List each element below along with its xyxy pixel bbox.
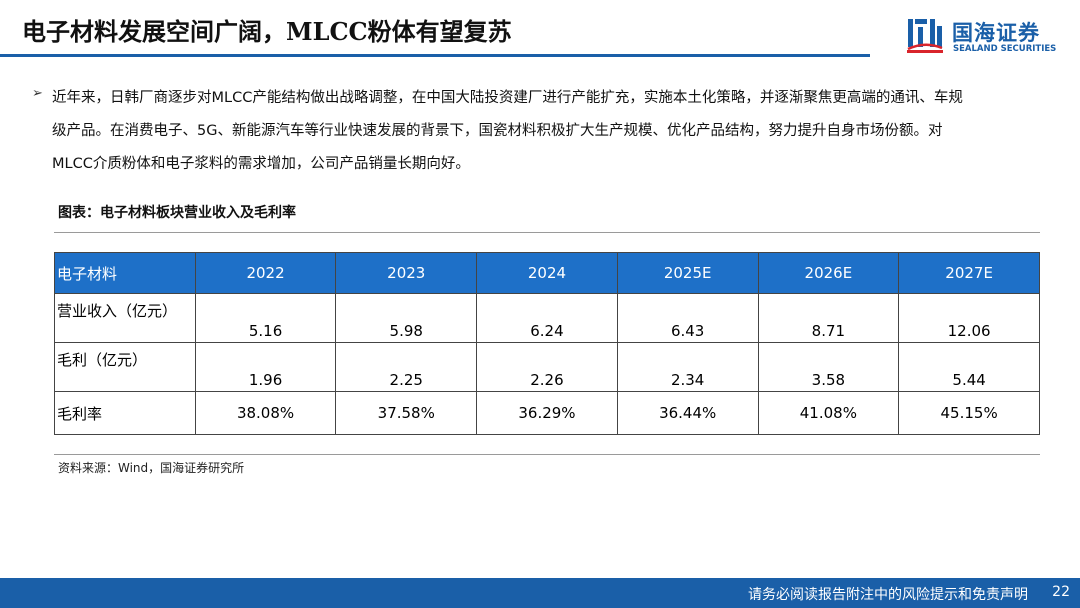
table-cell: 6.43 (616, 293, 759, 343)
source-note: 资料来源：Wind，国海证券研究所 (58, 461, 245, 475)
column-header: 2024 (476, 252, 618, 294)
column-header: 2025E (616, 252, 759, 294)
logo-english-name: SEALAND SECURITIES (953, 44, 1057, 54)
figure-title: 图表：电子材料板块营业收入及毛利率 (58, 205, 296, 221)
footer-bar: 请务必阅读报告附注中的风险提示和免责声明 22 (0, 578, 1080, 608)
paragraph-line: MLCC介质粉体和电子浆料的需求增加，公司产品销量长期向好。 (52, 156, 470, 172)
table-cell: 8.71 (757, 293, 900, 343)
table-row-gross-margin: 毛利率 38.08% 37.58% 36.29% 36.44% 41.08% 4… (54, 391, 1040, 435)
row-label: 营业收入（亿元） (54, 293, 196, 343)
source-divider (54, 454, 1040, 455)
table-cell: 5.16 (194, 293, 337, 343)
column-header: 2022 (194, 252, 337, 294)
intro-paragraph: 近年来，日韩厂商逐步对MLCC产能结构做出战略调整，在中国大陆投资建厂进行产能扩… (52, 82, 1052, 181)
company-logo: 国海证券 SEALAND SECURITIES (906, 16, 1066, 56)
column-header: 2027E (898, 252, 1040, 294)
table-cell: 1.96 (194, 342, 337, 392)
table-cell: 38.08% (194, 391, 337, 435)
paragraph-line: 级产品。在消费电子、5G、新能源汽车等行业快速发展的背景下，国瓷材料积极扩大生产… (52, 123, 943, 139)
paragraph-line: 近年来，日韩厂商逐步对MLCC产能结构做出战略调整，在中国大陆投资建厂进行产能扩… (52, 90, 963, 106)
page-number: 22 (1052, 584, 1070, 600)
row-label: 毛利率 (54, 391, 196, 435)
column-header: 2026E (757, 252, 900, 294)
header-divider (0, 54, 870, 57)
table-cell: 45.15% (898, 391, 1040, 435)
column-header: 电子材料 (54, 252, 196, 294)
table-cell: 3.58 (757, 342, 900, 392)
revenue-margin-table: 电子材料 2022 2023 2024 2025E 2026E 2027E 营业… (54, 252, 1040, 435)
table-cell: 5.98 (335, 293, 478, 343)
table-row-gross-profit: 毛利（亿元） 1.96 2.25 2.26 2.34 3.58 5.44 (54, 342, 1040, 392)
table-cell: 5.44 (898, 342, 1040, 392)
logo-chinese-name: 国海证券 (952, 21, 1040, 45)
table-row-revenue: 营业收入（亿元） 5.16 5.98 6.24 6.43 8.71 12.06 (54, 293, 1040, 343)
column-header: 2023 (335, 252, 478, 294)
table-cell: 36.44% (616, 391, 759, 435)
table-cell: 12.06 (898, 293, 1040, 343)
table-header-row: 电子材料 2022 2023 2024 2025E 2026E 2027E (54, 252, 1040, 294)
arrow-bullet-icon: ➢ (32, 86, 43, 101)
row-label: 毛利（亿元） (54, 342, 196, 392)
table-cell: 2.26 (476, 342, 618, 392)
page-title: 电子材料发展空间广阔，MLCC粉体有望复苏 (22, 17, 512, 46)
table-cell: 2.34 (616, 342, 759, 392)
sealand-logo-icon (907, 19, 943, 53)
table-cell: 41.08% (757, 391, 900, 435)
figure-title-divider (54, 232, 1040, 233)
table-cell: 6.24 (476, 293, 618, 343)
table-cell: 2.25 (335, 342, 478, 392)
table-cell: 36.29% (476, 391, 618, 435)
table-cell: 37.58% (335, 391, 478, 435)
disclaimer-text: 请务必阅读报告附注中的风险提示和免责声明 (748, 587, 1028, 603)
